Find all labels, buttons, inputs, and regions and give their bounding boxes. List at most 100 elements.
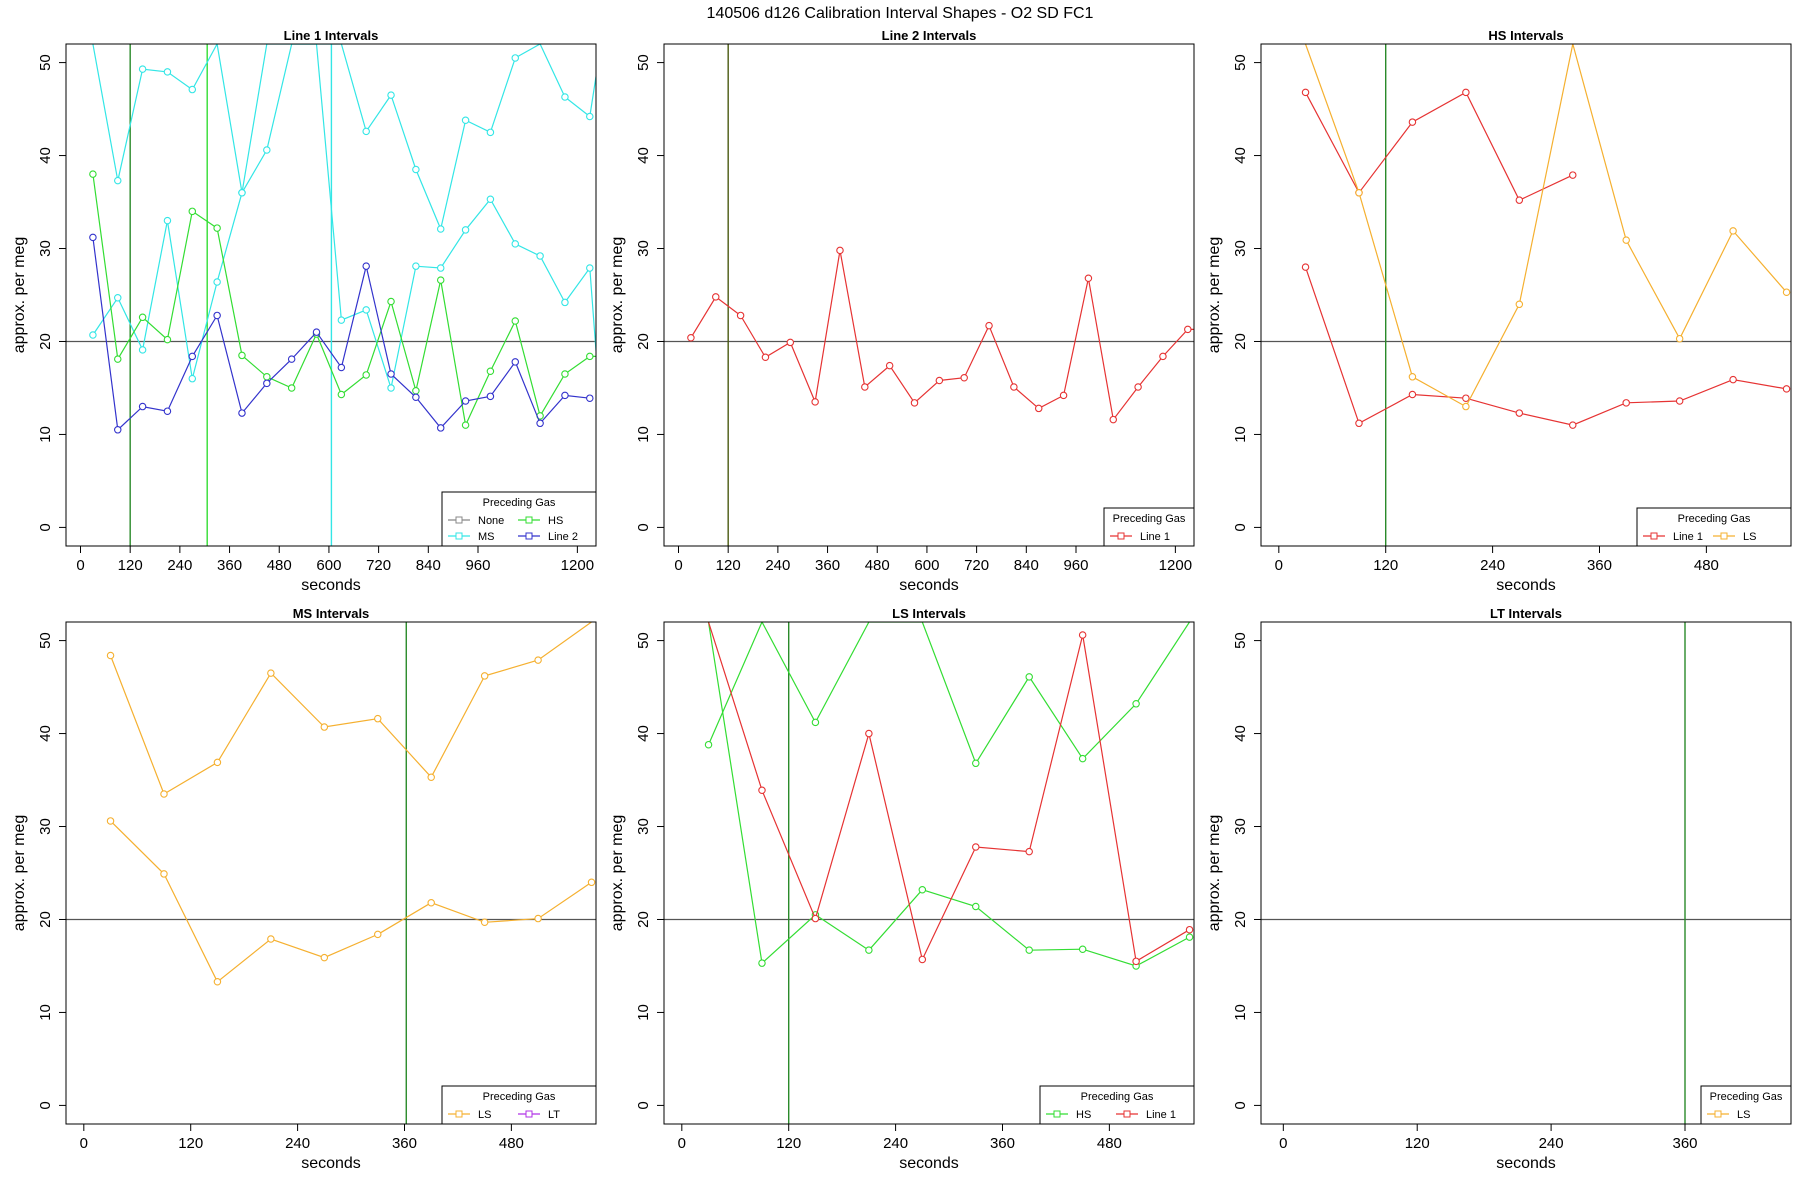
y-tick-label: 50 (635, 54, 652, 71)
data-point (1355, 419, 1363, 428)
x-tick-label: 240 (1480, 557, 1505, 574)
y-tick-label: 40 (1232, 725, 1249, 742)
data-point (811, 398, 819, 406)
data-point (263, 146, 271, 154)
data-point (267, 669, 275, 677)
y-axis-label: approx. per meg (1206, 237, 1223, 354)
x-tick-label: 960 (1063, 557, 1088, 574)
data-point (1355, 188, 1363, 197)
data-point (1159, 352, 1167, 361)
data-point (1059, 391, 1068, 400)
data-point (106, 817, 115, 825)
data-point (1010, 383, 1018, 391)
y-tick-label: 20 (37, 911, 54, 928)
data-point (1729, 227, 1737, 235)
data-point (213, 311, 221, 320)
data-point (412, 165, 420, 174)
data-point (836, 246, 844, 255)
data-point (511, 358, 520, 366)
data-point (160, 790, 168, 798)
x-tick-label: 0 (1279, 1135, 1287, 1152)
data-point (238, 188, 246, 197)
legend-entry: LS (1743, 531, 1756, 543)
x-tick-label: 240 (285, 1135, 310, 1152)
data-point (885, 361, 894, 370)
data-point (1462, 394, 1470, 402)
y-tick-label: 50 (37, 54, 54, 71)
x-tick-label: 120 (776, 1135, 801, 1152)
data-point (114, 294, 122, 302)
y-tick-label: 40 (37, 147, 54, 164)
series-line-1 (687, 246, 1194, 424)
x-tick-label: 240 (883, 1135, 908, 1152)
legend-box (1636, 507, 1792, 547)
data-point (138, 402, 147, 411)
data-point (811, 914, 820, 923)
legend-swatch-marker (1053, 1110, 1061, 1118)
legend-swatch-marker (1117, 532, 1125, 540)
legend-entry: LS (478, 1109, 491, 1121)
data-point (1408, 118, 1417, 126)
legend-swatch-marker (1650, 532, 1658, 540)
data-point (461, 397, 470, 405)
panel-3: HS Intervals 0 10 20 30 40 50 0 120 240 360 480 seco… (1206, 28, 1792, 594)
legend: Preceding Gas Line 1 LS (1636, 507, 1792, 547)
data-point (362, 371, 370, 379)
data-point (138, 313, 147, 322)
legend-title: Preceding Gas (483, 1091, 556, 1103)
legend-swatch-marker (1123, 1110, 1131, 1118)
data-point (586, 264, 594, 272)
x-tick-label: 480 (267, 557, 292, 574)
y-tick-label: 40 (635, 147, 652, 164)
legend-entry: HS (548, 515, 563, 527)
series-ls (1304, 44, 1791, 411)
legend-box (1700, 1085, 1792, 1125)
data-point (972, 843, 980, 851)
series-line-1 (1301, 88, 1577, 204)
data-point (160, 870, 168, 878)
data-point (287, 355, 296, 363)
legend: Preceding Gas LS (1700, 1085, 1792, 1125)
data-point (106, 651, 115, 660)
data-point (387, 91, 395, 99)
data-point (561, 298, 569, 307)
data-point (337, 390, 346, 399)
plot-area (1261, 44, 1791, 546)
series-hs (89, 170, 596, 429)
data-point (163, 335, 172, 344)
y-tick-label: 10 (37, 426, 54, 443)
data-point (758, 959, 766, 967)
legend-box (441, 1085, 597, 1125)
y-tick-label: 50 (1232, 632, 1249, 649)
x-tick-label: 0 (678, 1135, 686, 1152)
data-point (163, 216, 172, 225)
data-point (188, 374, 197, 383)
data-point (534, 656, 542, 664)
x-tick-label: 360 (1587, 557, 1612, 574)
panel-title: LT Intervals (1490, 606, 1562, 621)
data-point (811, 718, 820, 727)
data-point (1185, 925, 1194, 934)
data-point (536, 252, 544, 260)
chart-panels: Line 1 Intervals 0 10 20 30 40 50 0 120 240 360 480… (11, 28, 1792, 1172)
data-point (188, 352, 197, 361)
data-point (511, 317, 520, 325)
data-point (1109, 415, 1118, 424)
series-line (1304, 266, 1787, 426)
series-line (109, 622, 592, 795)
x-tick-label: 120 (1405, 1135, 1430, 1152)
series-line-1 (707, 622, 1194, 966)
data-point (387, 370, 395, 378)
legend-entry: Line 1 (1146, 1109, 1176, 1121)
y-tick-label: 30 (1232, 240, 1249, 257)
x-tick-label: 600 (914, 557, 939, 574)
data-point (480, 672, 489, 680)
data-point (213, 278, 221, 286)
data-point (412, 393, 420, 402)
y-tick-label: 10 (1232, 1004, 1249, 1021)
y-tick-label: 30 (635, 818, 652, 835)
data-point (188, 207, 197, 216)
data-point (972, 902, 980, 911)
data-point (374, 930, 382, 939)
x-tick-label: 0 (80, 1135, 88, 1152)
